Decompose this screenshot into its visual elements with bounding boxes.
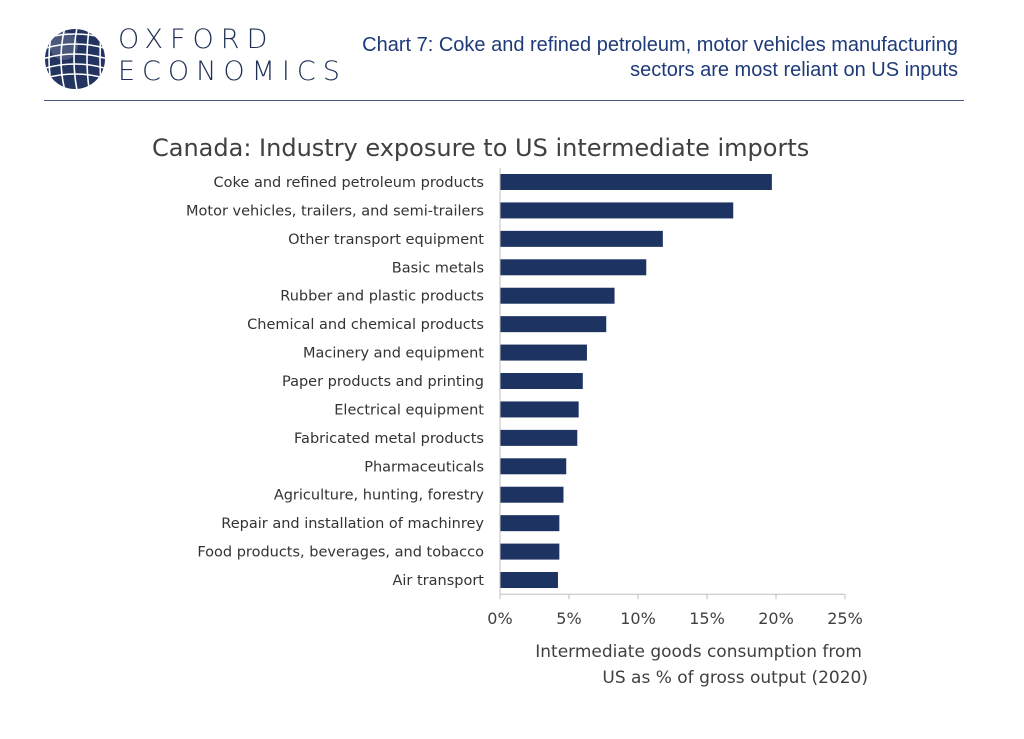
x-tick-label: 5% <box>556 609 581 628</box>
bar <box>500 486 564 503</box>
header-divider <box>44 100 964 101</box>
x-tick-label: 10% <box>620 609 656 628</box>
category-label: Repair and installation of machinrey <box>221 516 484 532</box>
x-tick-label: 25% <box>827 609 863 628</box>
bar <box>500 572 558 589</box>
bar-chart: Canada: Industry exposure to US intermed… <box>152 134 868 688</box>
category-label: Pharmaceuticals <box>364 459 484 475</box>
category-label: Motor vehicles, trailers, and semi-trail… <box>186 203 484 219</box>
x-tick-label: 20% <box>758 609 794 628</box>
x-axis-label-line-1: Intermediate goods consumption from <box>535 642 862 662</box>
x-tick-label: 15% <box>689 609 725 628</box>
x-axis-label-line-2: US as % of gross output (2020) <box>602 668 868 688</box>
category-label: Fabricated metal products <box>294 431 484 447</box>
category-label: Paper products and printing <box>282 374 484 390</box>
oxford-economics-logo: OXFORD ECONOMICS <box>44 24 340 90</box>
globe-icon <box>45 29 105 89</box>
bar <box>500 458 567 475</box>
category-label: Agriculture, hunting, forestry <box>274 488 485 504</box>
bar <box>500 515 560 532</box>
bar <box>500 543 560 560</box>
bars-layer <box>500 174 772 589</box>
category-label: Food products, beverages, and tobacco <box>197 545 484 561</box>
category-label: Basic metals <box>392 260 484 276</box>
bar <box>500 316 607 333</box>
chart-headline: Chart 7: Coke and refined petroleum, mot… <box>362 34 958 81</box>
bar <box>500 230 663 247</box>
bar <box>500 259 647 276</box>
category-label: Macinery and equipment <box>303 346 484 362</box>
bar <box>500 429 578 446</box>
x-axis: 0% 5% 10% 15% 20% 25% <box>487 167 863 628</box>
bar <box>500 401 579 418</box>
category-label: Air transport <box>392 573 484 589</box>
brand-line-1: OXFORD <box>118 24 275 55</box>
category-label: Other transport equipment <box>288 232 484 248</box>
brand-wordmark: OXFORD ECONOMICS <box>118 24 347 88</box>
bar <box>500 373 583 390</box>
bar <box>500 287 615 304</box>
category-label: Rubber and plastic products <box>280 289 484 305</box>
bar <box>500 202 734 219</box>
brand-line-2: ECONOMICS <box>118 56 347 87</box>
x-tick-label: 0% <box>487 609 512 628</box>
category-label: Coke and refined petroleum products <box>214 175 484 191</box>
category-label: Electrical equipment <box>334 402 484 418</box>
chart-title: Canada: Industry exposure to US intermed… <box>152 134 809 162</box>
category-label: Chemical and chemical products <box>247 317 484 333</box>
bar <box>500 344 587 361</box>
category-labels: Coke and refined petroleum products Motor… <box>186 175 484 589</box>
bar <box>500 174 772 190</box>
